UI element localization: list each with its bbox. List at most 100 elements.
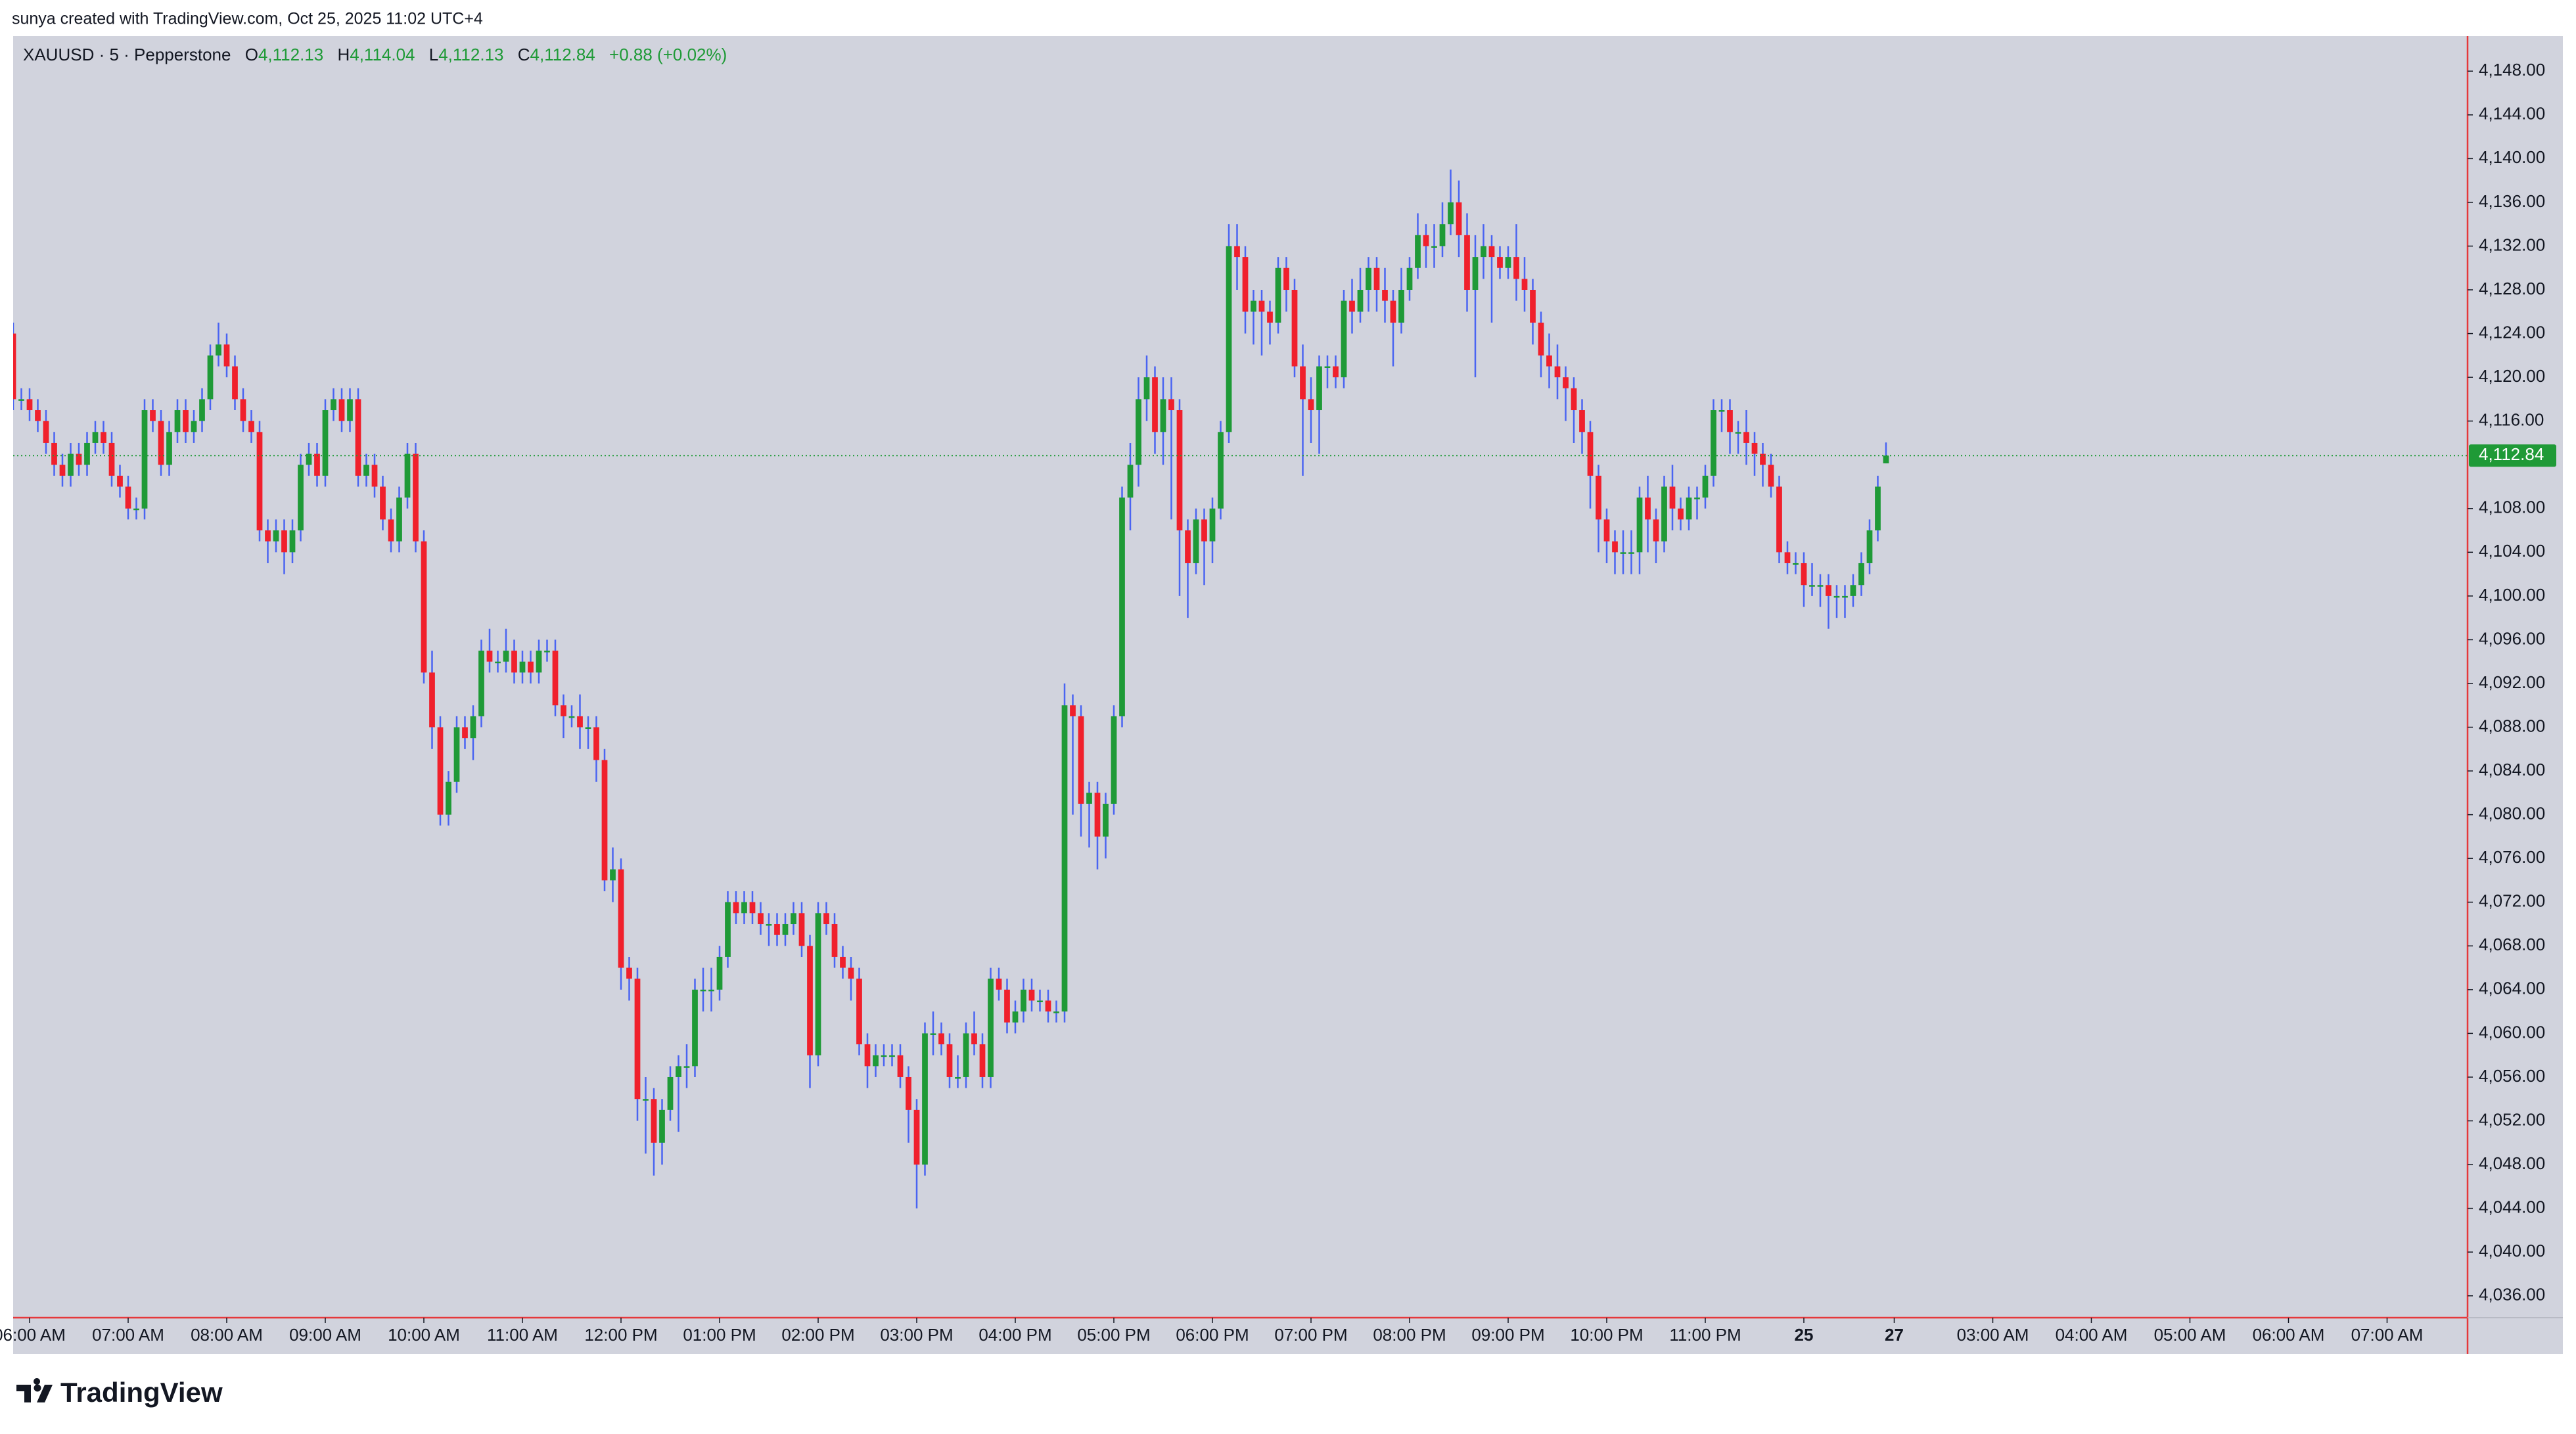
candle-body bbox=[971, 1033, 977, 1045]
candle-body bbox=[561, 705, 566, 716]
candle-body bbox=[388, 519, 394, 542]
ohlc-key: O bbox=[245, 45, 258, 64]
candle-body bbox=[716, 956, 723, 990]
candle-body bbox=[1546, 355, 1552, 367]
candle-body bbox=[273, 530, 279, 542]
candle-body bbox=[1366, 267, 1371, 290]
candle-body bbox=[298, 465, 304, 531]
candle-body bbox=[1308, 399, 1314, 411]
candle-body bbox=[314, 453, 320, 476]
x-tick-label: 04:00 AM bbox=[2056, 1325, 2128, 1345]
candle-body bbox=[1513, 257, 1519, 279]
candle-body bbox=[1037, 1000, 1043, 1002]
candle-body bbox=[1242, 257, 1249, 312]
candle-body bbox=[823, 913, 829, 925]
candle-body bbox=[223, 344, 230, 367]
candle-body bbox=[798, 913, 805, 946]
candle-body bbox=[1801, 563, 1807, 586]
candle-body bbox=[1678, 508, 1684, 520]
candle-body bbox=[1481, 246, 1486, 258]
candle-body bbox=[708, 989, 714, 992]
candle-body bbox=[1373, 267, 1380, 290]
x-tick-label: 09:00 PM bbox=[1471, 1325, 1544, 1345]
candle-body bbox=[955, 1076, 961, 1079]
candle-body bbox=[700, 989, 706, 992]
ohlc-key: H bbox=[337, 45, 350, 64]
candle-body bbox=[1768, 465, 1774, 487]
candle-body bbox=[1423, 235, 1429, 246]
candle-body bbox=[141, 410, 148, 509]
x-tick-label: 11:00 PM bbox=[1669, 1325, 1741, 1345]
candle-body bbox=[766, 924, 772, 926]
candle-body bbox=[840, 956, 846, 968]
candle-body bbox=[1021, 989, 1026, 1012]
ohlc-value: 4,112.84 bbox=[530, 45, 595, 64]
y-tick-label: 4,056.00 bbox=[2479, 1066, 2545, 1086]
brand-logo bbox=[16, 1378, 53, 1402]
candle-body bbox=[1571, 388, 1577, 411]
candle-body bbox=[881, 1055, 887, 1057]
candle-body bbox=[528, 661, 534, 673]
candle-body bbox=[1061, 705, 1068, 1012]
candle-body bbox=[1612, 541, 1618, 553]
y-tick-label: 4,080.00 bbox=[2479, 804, 2545, 823]
y-tick-label: 4,108.00 bbox=[2479, 497, 2545, 517]
x-tick-label: 25 bbox=[1795, 1325, 1814, 1345]
candle-body bbox=[848, 967, 854, 979]
x-tick-label: 07:00 AM bbox=[92, 1325, 164, 1345]
candle-body bbox=[511, 651, 517, 673]
last-price-box bbox=[2469, 444, 2556, 467]
x-tick-label: 08:00 PM bbox=[1373, 1325, 1446, 1345]
ohlc-value: 4,112.13 bbox=[258, 45, 323, 64]
candle-body bbox=[1143, 377, 1150, 400]
candle-body bbox=[421, 541, 427, 673]
candle-body bbox=[437, 727, 444, 815]
y-tick-label: 4,040.00 bbox=[2479, 1241, 2545, 1261]
candle-body bbox=[453, 727, 460, 782]
last-price-label: 4,112.84 bbox=[2479, 444, 2544, 464]
y-tick-label: 4,144.00 bbox=[2479, 104, 2545, 124]
y-tick-label: 4,096.00 bbox=[2479, 628, 2545, 648]
candle-body bbox=[692, 989, 698, 1067]
candle-body bbox=[1300, 366, 1306, 400]
candle-body bbox=[1398, 290, 1404, 323]
y-tick-label: 4,036.00 bbox=[2479, 1285, 2545, 1305]
candle-body bbox=[659, 1109, 665, 1143]
candle-body bbox=[1209, 508, 1216, 542]
candle-body bbox=[544, 651, 550, 653]
candle-body bbox=[1094, 793, 1101, 837]
candle-body bbox=[216, 344, 221, 356]
candle-body bbox=[404, 453, 411, 498]
y-tick-label: 4,052.00 bbox=[2479, 1109, 2545, 1129]
x-tick-label: 06:00 AM bbox=[2253, 1325, 2325, 1345]
candle-body bbox=[1858, 563, 1864, 586]
y-tick-label: 4,048.00 bbox=[2479, 1153, 2545, 1173]
candle-body bbox=[1045, 1000, 1051, 1012]
candle-body bbox=[125, 486, 131, 509]
symbol: XAUUSD · 5 · Pepperstone bbox=[23, 45, 231, 64]
x-tick-label: 08:00 AM bbox=[191, 1325, 263, 1345]
y-tick-label: 4,124.00 bbox=[2479, 322, 2545, 342]
candle-body bbox=[1596, 475, 1601, 520]
candle-body bbox=[76, 453, 82, 465]
candle-body bbox=[1357, 290, 1364, 312]
ohlc-value: 4,114.04 bbox=[350, 45, 415, 64]
candle-body bbox=[18, 399, 24, 401]
candle-body bbox=[1530, 290, 1536, 323]
candle-body bbox=[281, 530, 287, 553]
y-tick-label: 4,148.00 bbox=[2479, 60, 2545, 80]
candle-body bbox=[593, 727, 599, 760]
candle-body bbox=[1283, 267, 1289, 290]
candle-body bbox=[446, 781, 451, 815]
candle-body bbox=[856, 979, 862, 1045]
candle-body bbox=[1645, 497, 1651, 520]
candle-body bbox=[1653, 519, 1659, 542]
y-tick-label: 4,044.00 bbox=[2479, 1197, 2545, 1216]
candle-body bbox=[1488, 246, 1495, 258]
candle-body bbox=[1883, 455, 1889, 464]
candle-body bbox=[1521, 279, 1528, 290]
candle-body bbox=[791, 913, 796, 925]
candle-body bbox=[13, 333, 16, 400]
candle-body bbox=[1103, 804, 1109, 837]
candle-body bbox=[1070, 705, 1076, 716]
